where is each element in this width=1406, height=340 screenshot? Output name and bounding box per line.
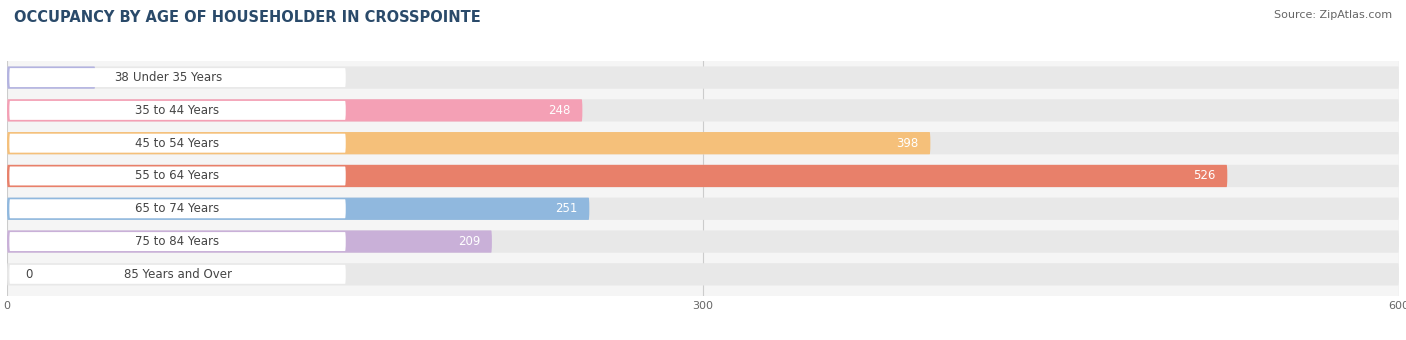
Text: 38: 38 (114, 71, 128, 84)
Text: 209: 209 (458, 235, 481, 248)
FancyBboxPatch shape (7, 165, 1399, 187)
FancyBboxPatch shape (10, 199, 346, 218)
Text: 85 Years and Over: 85 Years and Over (124, 268, 232, 281)
FancyBboxPatch shape (7, 198, 589, 220)
Text: 35 to 44 Years: 35 to 44 Years (135, 104, 219, 117)
Text: Under 35 Years: Under 35 Years (134, 71, 222, 84)
FancyBboxPatch shape (7, 99, 1399, 121)
FancyBboxPatch shape (7, 132, 931, 154)
Text: 251: 251 (555, 202, 578, 215)
FancyBboxPatch shape (10, 167, 346, 185)
Text: 0: 0 (25, 268, 32, 281)
FancyBboxPatch shape (10, 134, 346, 153)
FancyBboxPatch shape (10, 265, 346, 284)
FancyBboxPatch shape (7, 231, 492, 253)
FancyBboxPatch shape (7, 165, 1227, 187)
FancyBboxPatch shape (10, 232, 346, 251)
Text: 398: 398 (897, 137, 918, 150)
Text: 65 to 74 Years: 65 to 74 Years (135, 202, 219, 215)
FancyBboxPatch shape (10, 101, 346, 120)
FancyBboxPatch shape (10, 68, 346, 87)
Text: 55 to 64 Years: 55 to 64 Years (135, 169, 219, 183)
FancyBboxPatch shape (7, 198, 1399, 220)
Text: Source: ZipAtlas.com: Source: ZipAtlas.com (1274, 10, 1392, 20)
FancyBboxPatch shape (7, 99, 582, 121)
FancyBboxPatch shape (7, 132, 1399, 154)
FancyBboxPatch shape (7, 263, 1399, 286)
FancyBboxPatch shape (7, 66, 96, 89)
FancyBboxPatch shape (7, 66, 1399, 89)
Text: 526: 526 (1194, 169, 1216, 183)
Text: 75 to 84 Years: 75 to 84 Years (135, 235, 219, 248)
FancyBboxPatch shape (7, 231, 1399, 253)
Text: 248: 248 (548, 104, 571, 117)
Text: OCCUPANCY BY AGE OF HOUSEHOLDER IN CROSSPOINTE: OCCUPANCY BY AGE OF HOUSEHOLDER IN CROSS… (14, 10, 481, 25)
Text: 45 to 54 Years: 45 to 54 Years (135, 137, 219, 150)
